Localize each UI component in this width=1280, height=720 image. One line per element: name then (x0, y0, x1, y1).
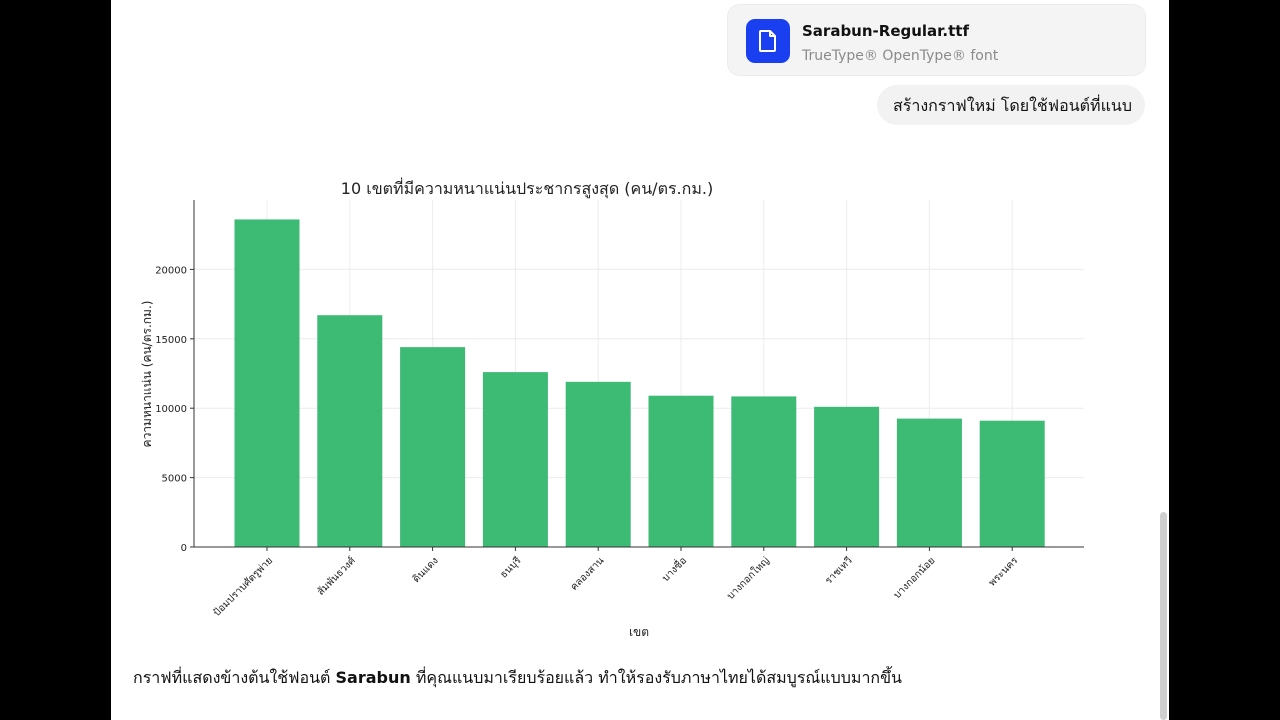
x-tick-label: ราชเทวี (823, 555, 855, 587)
scrollbar[interactable] (1157, 0, 1169, 720)
x-tick-label: ดินแดง (411, 555, 441, 585)
chat-page: Sarabun-Regular.ttf TrueType® OpenType® … (111, 0, 1169, 720)
x-axis-label: เขต (629, 625, 649, 639)
y-tick-label: 20000 (155, 265, 187, 276)
y-tick-label: 10000 (155, 404, 187, 415)
bar (731, 396, 797, 547)
assistant-reply-font-name: Sarabun (335, 668, 411, 687)
assistant-reply: กราฟที่แสดงข้างต้นใช้ฟอนต์ Sarabun ที่คุ… (133, 666, 902, 691)
bar (317, 315, 383, 547)
bar (234, 219, 300, 547)
chart-title: 10 เขตที่มีความหนาแน่นประชากรสูงสุด (คน/… (341, 177, 713, 199)
bar (400, 347, 466, 547)
chart-bars (234, 219, 1045, 547)
scrollbar-thumb[interactable] (1160, 512, 1167, 720)
attachment-card[interactable]: Sarabun-Regular.ttf TrueType® OpenType® … (728, 5, 1145, 75)
attachment-file-type: TrueType® OpenType® font (802, 48, 999, 64)
bar (896, 418, 962, 547)
document-icon (746, 19, 790, 63)
x-tick-label: บางกอกน้อย (891, 555, 937, 601)
bar (648, 395, 714, 547)
x-tick-label: ป้อมปราบศัตรูพ่าย (211, 555, 275, 619)
assistant-reply-before: กราฟที่แสดงข้างต้นใช้ฟอนต์ (133, 668, 336, 687)
user-message-bubble: สร้างกราฟใหม่ โดยใช้ฟอนต์ที่แนบ (877, 85, 1145, 125)
bar (814, 406, 880, 547)
bar (979, 420, 1045, 547)
bar (482, 372, 548, 547)
assistant-reply-after: ที่คุณแนบมาเรียบร้อยแล้ว ทำให้รองรับภาษา… (410, 668, 902, 687)
bar-chart: 0 5000 10000 15000 20000 ป้อมปราบศัตรูพ่าย สั… (140, 177, 1084, 639)
x-tick-label: ธนบุรี (498, 554, 524, 580)
y-tick-label: 5000 (162, 474, 187, 485)
x-axis-ticks: ป้อมปราบศัตรูพ่าย สัมพันธวงศ์ ดินแดง ธนบุรี… (211, 547, 1021, 619)
attachment-file-name: Sarabun-Regular.ttf (802, 22, 969, 40)
x-tick-label: บางกอกใหญ่ (725, 555, 772, 602)
bar (565, 381, 631, 547)
user-message-text: สร้างกราฟใหม่ โดยใช้ฟอนต์ที่แนบ (893, 96, 1132, 115)
x-tick-label: สัมพันธวงศ์ (315, 554, 359, 598)
x-tick-label: พระนคร (987, 555, 1021, 589)
y-axis-label: ความหนาแน่น (คน/ตร.กม.) (140, 301, 154, 448)
x-tick-label: บางซื่อ (658, 553, 689, 584)
y-axis-ticks: 0 5000 10000 15000 20000 (155, 265, 194, 554)
x-tick-label: คลองสาน (569, 555, 607, 593)
y-tick-label: 15000 (155, 335, 187, 346)
y-tick-label: 0 (181, 543, 187, 554)
